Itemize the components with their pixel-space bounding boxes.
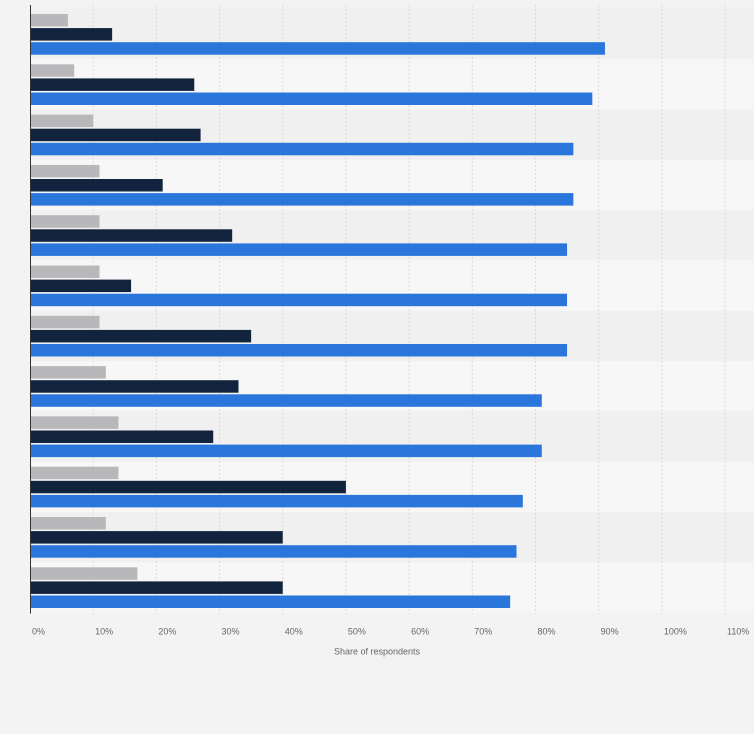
x-tick-label: 90% bbox=[601, 627, 619, 637]
bar-series-1 bbox=[30, 164, 100, 178]
bar-series-2 bbox=[30, 480, 346, 494]
bar-series-1 bbox=[30, 416, 119, 429]
x-tick-label: 0% bbox=[32, 627, 45, 637]
bar-series-1 bbox=[30, 315, 100, 329]
bar-series-3 bbox=[30, 293, 568, 307]
bar-series-2 bbox=[30, 229, 233, 242]
bar-series-3 bbox=[30, 142, 574, 156]
x-tick-label: 50% bbox=[348, 627, 366, 637]
x-tick-label: 110% bbox=[727, 627, 749, 637]
gridlines bbox=[92, 5, 726, 614]
x-tick-labels: 0% 10% 20% 30% 40% 50% 60% 70% 80% 90% 100% 110% bbox=[32, 627, 749, 637]
bars bbox=[30, 14, 605, 608]
bar-series-3 bbox=[30, 92, 593, 105]
bar-series-3 bbox=[30, 243, 568, 256]
x-tick-label: 30% bbox=[222, 627, 240, 637]
bar-series-1 bbox=[30, 517, 106, 530]
bar-series-2 bbox=[30, 128, 201, 142]
x-tick-label: 80% bbox=[537, 627, 555, 637]
bar-series-2 bbox=[30, 179, 163, 192]
bar-series-2 bbox=[30, 380, 239, 393]
bar-series-3 bbox=[30, 494, 523, 508]
bar-series-2 bbox=[30, 28, 113, 41]
bar-series-3 bbox=[30, 42, 605, 55]
bar-series-3 bbox=[30, 545, 517, 558]
bar-series-2 bbox=[30, 78, 195, 91]
x-tick-label: 70% bbox=[474, 627, 492, 637]
bar-series-1 bbox=[30, 64, 75, 77]
bar-series-3 bbox=[30, 595, 511, 608]
bar-series-1 bbox=[30, 466, 119, 480]
bar-series-3 bbox=[30, 394, 542, 407]
bar-series-1 bbox=[30, 366, 106, 379]
bar-series-1 bbox=[30, 14, 68, 27]
bar-series-2 bbox=[30, 581, 283, 594]
bar-series-3 bbox=[30, 344, 568, 357]
x-tick-label: 100% bbox=[664, 627, 687, 637]
x-tick-label: 60% bbox=[411, 627, 429, 637]
x-axis-title: Share of respondents bbox=[334, 647, 421, 657]
bar-series-1 bbox=[30, 567, 138, 580]
bar-series-2 bbox=[30, 531, 283, 544]
x-tick-label: 20% bbox=[158, 627, 176, 637]
bar-series-2 bbox=[30, 279, 132, 293]
bar-series-3 bbox=[30, 444, 542, 458]
x-tick-label: 10% bbox=[95, 627, 113, 637]
bar-series-1 bbox=[30, 265, 100, 278]
bar-series-3 bbox=[30, 193, 574, 206]
bar-series-1 bbox=[30, 114, 94, 128]
x-tick-label: 40% bbox=[285, 627, 303, 637]
bar-series-2 bbox=[30, 430, 214, 443]
bar-series-1 bbox=[30, 215, 100, 228]
bar-series-2 bbox=[30, 329, 252, 343]
